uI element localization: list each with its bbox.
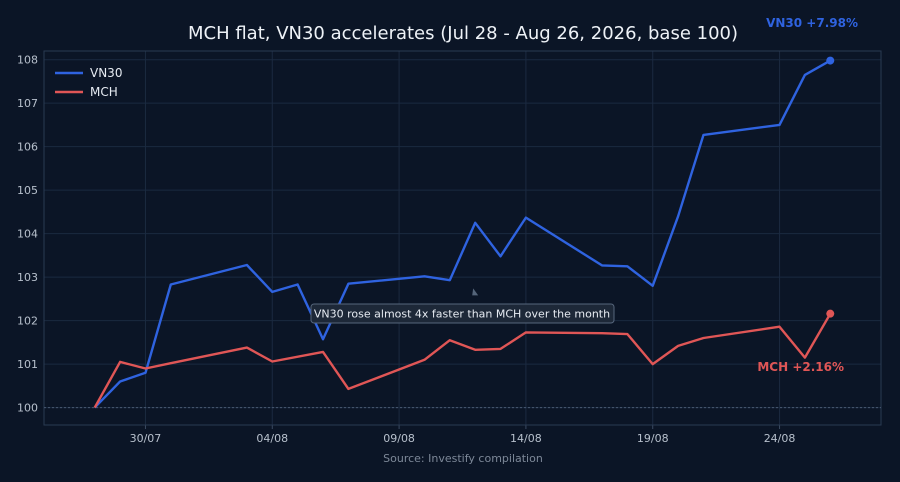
y-tick-label: 106 bbox=[17, 141, 38, 154]
legend-label-mch: MCH bbox=[90, 85, 118, 99]
x-tick-label: 14/08 bbox=[510, 432, 542, 445]
y-tick-label: 100 bbox=[17, 402, 38, 415]
end-marker-vn30 bbox=[826, 56, 835, 65]
source-note: Source: Investify compilation bbox=[383, 452, 543, 465]
annotation-box bbox=[310, 303, 615, 324]
y-axis-ticks: 100 101 102 103 104 105 106 107 108 bbox=[17, 54, 38, 415]
y-tick-label: 108 bbox=[17, 54, 38, 67]
end-marker-mch bbox=[826, 309, 835, 318]
y-tick-label: 101 bbox=[17, 358, 38, 371]
end-label-mch: MCH +2.16% bbox=[757, 360, 844, 374]
plot-area bbox=[43, 50, 882, 426]
y-tick-label: 105 bbox=[17, 184, 38, 197]
x-tick-label: 09/08 bbox=[383, 432, 415, 445]
x-tick-label: 04/08 bbox=[256, 432, 288, 445]
x-axis-ticks: 30/07 04/08 09/08 14/08 19/08 24/08 bbox=[130, 425, 796, 445]
series-line-vn30 bbox=[93, 59, 831, 409]
x-tick-label: 30/07 bbox=[130, 432, 162, 445]
series-lines bbox=[93, 59, 832, 409]
x-tick-label: 24/08 bbox=[764, 432, 796, 445]
y-tick-label: 103 bbox=[17, 271, 38, 284]
legend-label-vn30: VN30 bbox=[90, 66, 122, 80]
annotation-text: VN30 rose almost 4x faster than MCH over… bbox=[314, 308, 610, 321]
annotation: VN30 rose almost 4x faster than MCH over… bbox=[310, 288, 615, 324]
y-tick-label: 102 bbox=[17, 315, 38, 328]
x-tick-label: 19/08 bbox=[637, 432, 669, 445]
end-label-vn30: VN30 +7.98% bbox=[766, 16, 858, 30]
y-tick-label: 107 bbox=[17, 97, 38, 110]
chart-title: MCH flat, VN30 accelerates (Jul 28 - Aug… bbox=[188, 23, 738, 44]
series-end-markers bbox=[826, 56, 835, 318]
annotation-arrow bbox=[472, 288, 479, 296]
y-tick-label: 104 bbox=[17, 228, 38, 241]
series-line-mch bbox=[93, 313, 832, 409]
legend: VN30 MCH bbox=[55, 66, 122, 99]
